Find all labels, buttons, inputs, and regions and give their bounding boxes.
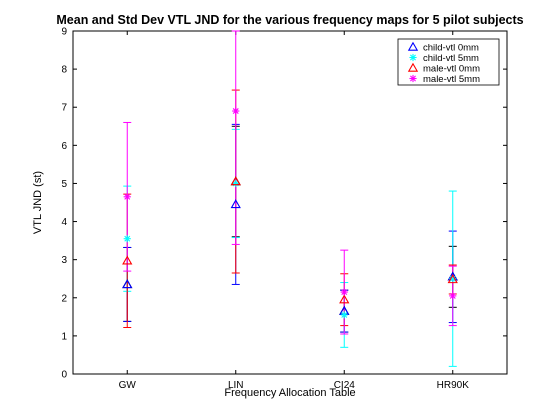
legend-label: male-vtl 5mm [423,74,480,85]
y-tick-label: 5 [61,179,67,190]
y-tick-label: 4 [61,217,67,228]
data-point [232,107,239,114]
legend-marker [409,75,416,82]
legend-marker [409,54,416,61]
legend-label: child-vtl 5mm [423,53,479,64]
y-axis-label: VTL JND (st) [32,171,44,234]
legend-label: male-vtl 0mm [423,63,480,74]
y-tick-label: 6 [61,141,67,152]
data-point [124,235,131,242]
data-point [341,288,348,295]
x-axis-label: Frequency Allocation Table [224,387,355,399]
x-tick-label: HR90K [437,380,470,391]
y-tick-label: 1 [61,331,67,342]
data-point [449,292,456,299]
x-tick-label: GW [119,380,137,391]
y-tick-label: 3 [61,255,67,266]
y-tick-label: 2 [61,293,67,304]
y-tick-label: 8 [61,65,67,76]
legend-label: child-vtl 0mm [423,42,479,53]
data-point [124,193,131,200]
y-tick-label: 7 [61,103,67,114]
y-tick-label: 0 [61,370,67,381]
data-point [341,311,348,318]
y-tick-label: 9 [61,27,67,38]
chart-title: Mean and Std Dev VTL JND for the various… [56,13,523,27]
